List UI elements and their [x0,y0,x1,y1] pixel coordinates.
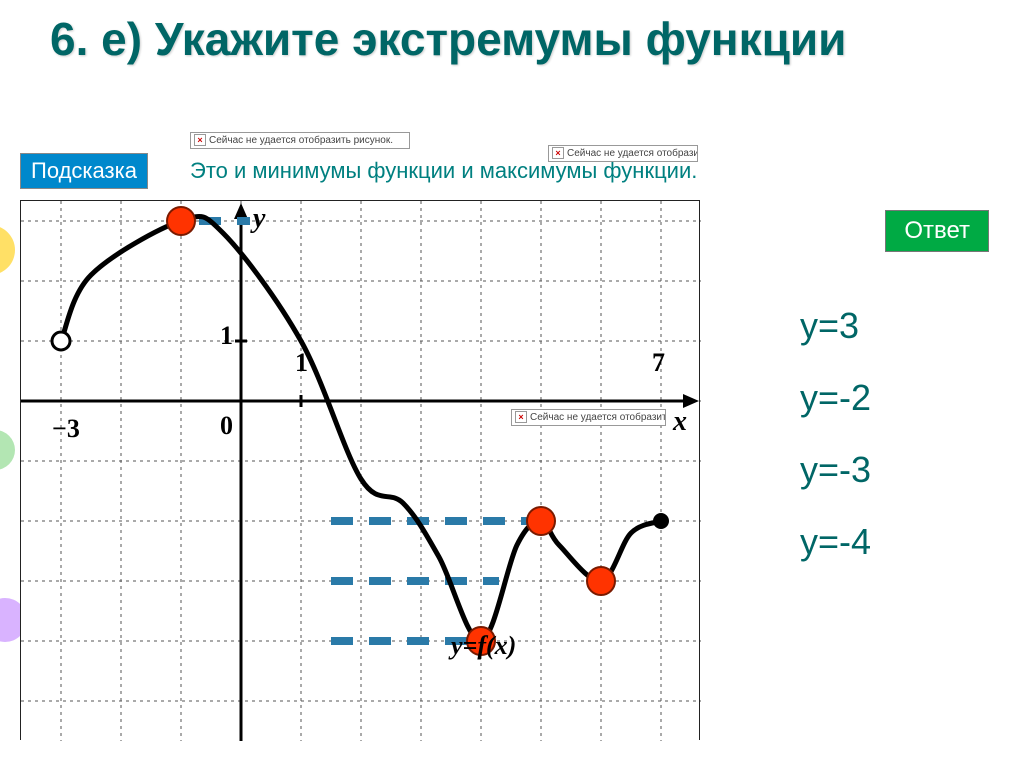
svg-text:1: 1 [295,348,308,377]
answer-list: y=3 y=-2 y=-3 y=-4 [800,290,871,578]
broken-image-placeholder: Сейчас не удается отобразить рисунок. [548,145,698,162]
hint-button[interactable]: Подсказка [20,153,148,189]
svg-text:7: 7 [652,348,665,377]
decoration-circle [0,225,15,275]
broken-image-placeholder: Сейчас не удается отобразить рисунок. [511,409,666,426]
answer-value: y=-4 [800,506,871,578]
function-chart: −3 0 1 1 7 y x y=f(x) Сейчас не удается отоб… [20,200,700,740]
answer-value: y=-3 [800,434,871,506]
answer-value: y=-2 [800,362,871,434]
y-axis-label: y [253,203,265,235]
svg-text:−3: −3 [52,414,80,443]
broken-image-placeholder: Сейчас не удается отобразить рисунок. [190,132,410,149]
page-title: 6. е) Укажите экстремумы функции [50,15,846,63]
function-label: y=f(x) [451,631,516,661]
svg-text:0: 0 [220,411,233,440]
answer-value: y=3 [800,290,871,362]
decoration-circle [0,430,15,470]
answer-button[interactable]: Ответ [885,210,989,252]
x-axis-label: x [673,406,687,438]
svg-text:1: 1 [220,321,233,350]
